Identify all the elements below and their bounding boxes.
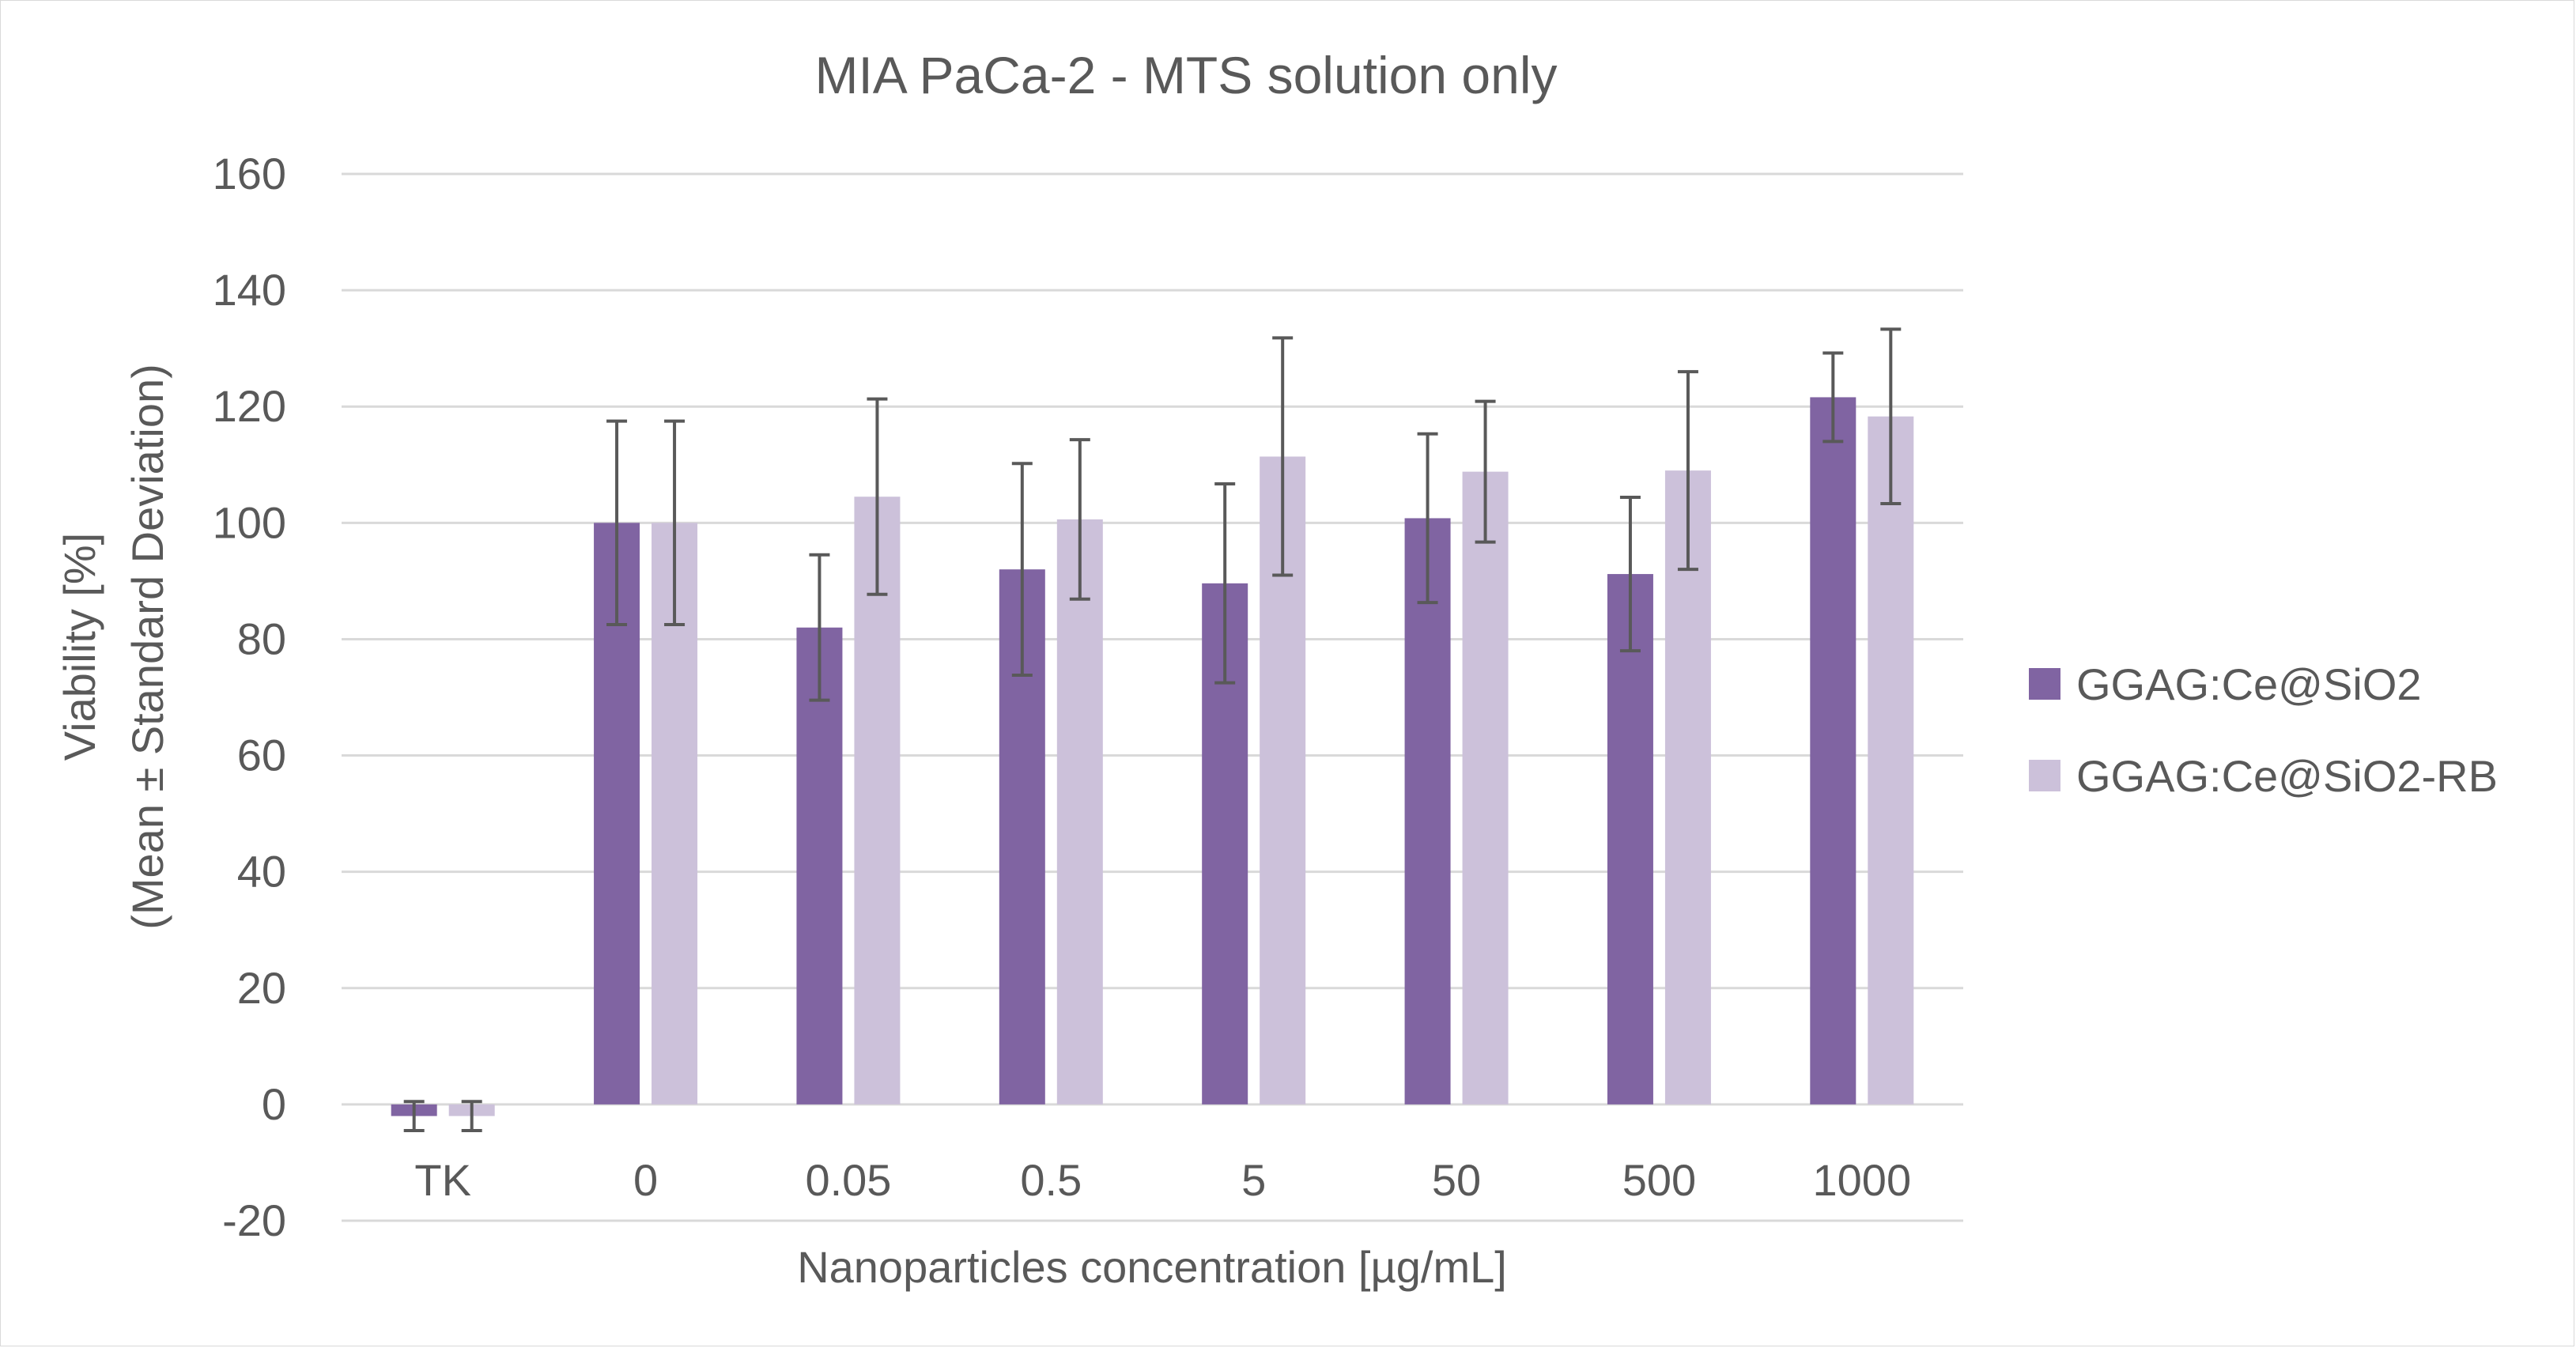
x-tick-label: 500 (1622, 1155, 1696, 1205)
error-bars (403, 327, 1902, 1132)
error-bar (1619, 495, 1641, 653)
error-bar (1475, 399, 1496, 544)
error-bar (1880, 327, 1902, 506)
x-tick-label: 5 (1241, 1155, 1266, 1205)
y-axis-title: Viability [%] (Mean ± Standard Deviation… (55, 364, 172, 930)
bar-ggag-ce-sio2-rb (854, 497, 901, 1104)
bar-ggag-ce-sio2 (796, 627, 843, 1104)
y-tick-label: 0 (262, 1079, 286, 1129)
bar-ggag-ce-sio2 (1607, 574, 1653, 1104)
error-bar (1214, 482, 1236, 685)
bar-ggag-ce-sio2-rb (1462, 471, 1509, 1104)
error-bar (1069, 438, 1090, 601)
bar-ggag-ce-sio2-rb (1056, 519, 1103, 1104)
x-tick-label: 0 (633, 1155, 658, 1205)
y-axis-title-line-1: Viability [%] (55, 533, 104, 761)
gridlines (342, 172, 1963, 1222)
bar-ggag-ce-sio2 (1404, 518, 1451, 1104)
y-tick-label: 80 (237, 614, 286, 663)
error-bar (403, 1100, 425, 1132)
error-bar (1272, 336, 1294, 577)
x-tick-label: 50 (1432, 1155, 1481, 1205)
x-axis-ticks: TK 0 0.05 0.5 5 50 500 1000 (414, 1155, 1911, 1205)
y-tick-label: 120 (213, 381, 286, 431)
x-tick-label: TK (414, 1155, 471, 1205)
error-bar (606, 419, 628, 627)
error-bar (809, 553, 830, 702)
x-axis-title: Nanoparticles concentration [µg/mL] (797, 1242, 1507, 1292)
error-bar (664, 419, 686, 627)
y-tick-label: 60 (237, 731, 286, 780)
error-bar (1011, 462, 1033, 678)
bars (391, 397, 1914, 1116)
y-axis-title-line-2: (Mean ± Standard Deviation) (123, 364, 172, 930)
y-axis-ticks: -20 0 20 40 60 80 100 120 140 160 (213, 149, 286, 1245)
error-bar (461, 1100, 482, 1132)
y-tick-label: -20 (222, 1195, 286, 1245)
bar-ggag-ce-sio2-rb (1664, 470, 1711, 1104)
x-tick-label: 0.5 (1020, 1155, 1082, 1205)
error-bar (1822, 351, 1844, 444)
legend-swatch (2029, 668, 2060, 700)
legend-swatch (2029, 760, 2060, 791)
y-tick-label: 140 (213, 265, 286, 315)
error-bar (1417, 432, 1438, 605)
error-bar (1677, 370, 1698, 572)
y-tick-label: 40 (237, 847, 286, 897)
bar-ggag-ce-sio2-rb (1868, 416, 1914, 1104)
y-tick-label: 100 (213, 497, 286, 547)
chart-title: MIA PaCa-2 - MTS solution only (814, 46, 1557, 104)
bar-ggag-ce-sio2 (1810, 397, 1856, 1104)
legend-label: GGAG:Ce@SiO2 (2076, 659, 2422, 709)
y-tick-label: 160 (213, 149, 286, 198)
error-bar (867, 397, 888, 596)
legend: GGAG:Ce@SiO2 GGAG:Ce@SiO2-RB (2029, 659, 2498, 801)
x-tick-label: 0.05 (805, 1155, 891, 1205)
x-tick-label: 1000 (1813, 1155, 1912, 1205)
y-tick-label: 20 (237, 963, 286, 1013)
legend-label: GGAG:Ce@SiO2-RB (2076, 751, 2498, 801)
